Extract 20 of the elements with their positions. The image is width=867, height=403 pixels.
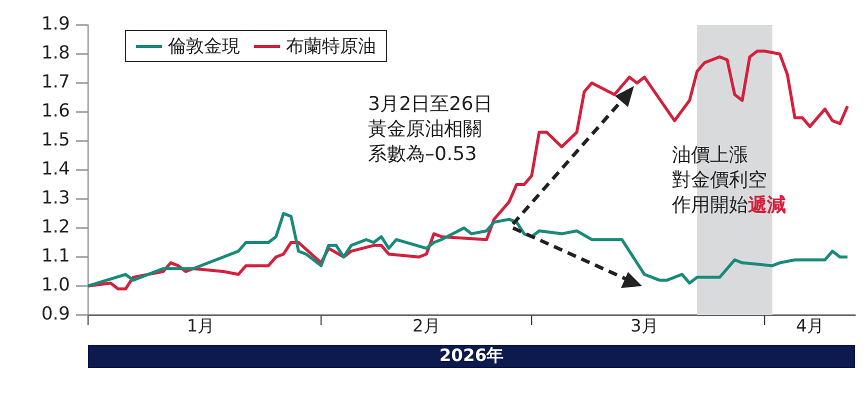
y-tick-label: 1.4	[41, 158, 70, 180]
x-axis-title: 2026年	[88, 345, 855, 368]
y-tick-label: 1.0	[41, 274, 70, 296]
x-tick-label: 3月	[630, 316, 658, 337]
y-tick-label: 1.9	[41, 14, 70, 35]
y-tick-label: 1.7	[41, 72, 70, 93]
legend-label: 布蘭特原油	[286, 35, 376, 58]
annotation: 油價上漲對金價利空作用開始遞減	[672, 143, 786, 218]
x-tick-label: 2月	[412, 316, 440, 337]
y-tick-label: 1.5	[41, 130, 70, 151]
x-tick-label: 1月	[186, 316, 215, 337]
x-tick-label: 4月	[796, 316, 824, 337]
y-tick-label: 1.6	[41, 100, 70, 122]
y-tick-label: 1.3	[41, 188, 70, 209]
y-tick-label: 1.1	[41, 246, 70, 267]
legend-label: 倫敦金現	[168, 35, 240, 58]
y-tick-label: 0.9	[41, 304, 70, 325]
y-tick-label: 1.2	[41, 216, 70, 238]
annotation: 3月2日至26日黃金原油相關系數為–0.53	[368, 92, 492, 167]
y-tick-label: 1.8	[41, 42, 70, 64]
